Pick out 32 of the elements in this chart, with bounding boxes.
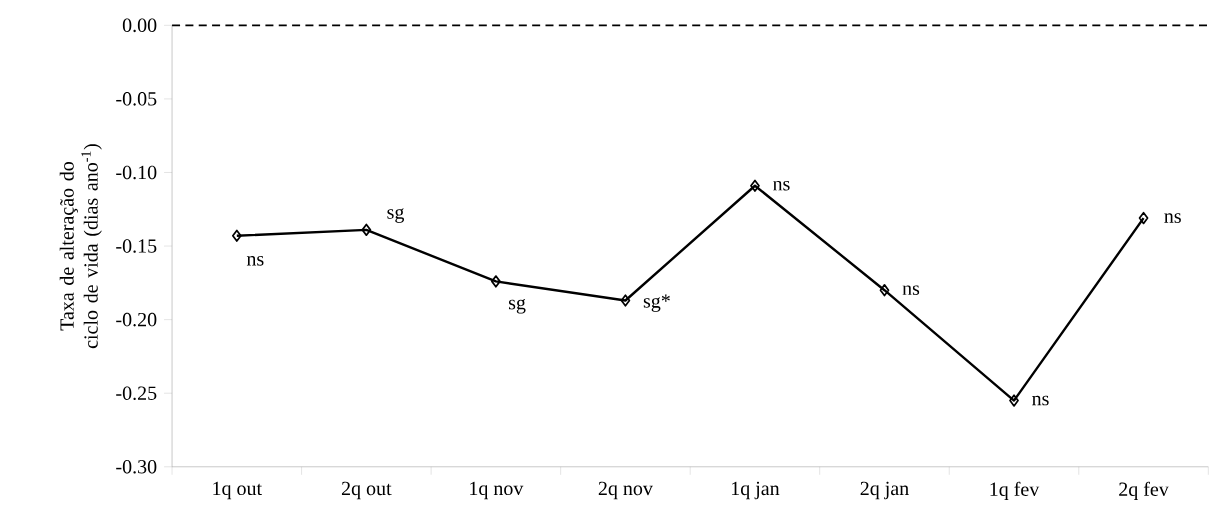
annotation: ns — [773, 181, 790, 191]
annotation: sg — [508, 299, 526, 314]
x-tick-label: 2q nov — [598, 481, 653, 500]
y-axis-title: Taxa de alteração do ciclo de vida (dias ano$^{-1}$) — [59, 144, 102, 349]
point — [491, 275, 501, 288]
point — [750, 179, 760, 193]
annotation: ns — [902, 285, 920, 296]
annotation: sg — [387, 208, 405, 224]
x-tick-label: 2q fev — [1119, 481, 1169, 501]
y-tick-label: -0.05 — [116, 92, 157, 106]
point — [620, 294, 631, 307]
point — [879, 284, 890, 297]
point — [231, 229, 242, 243]
y-tick-label: -0.30 — [116, 460, 157, 474]
y-tick-label: -0.25 — [116, 386, 157, 401]
annotation: ns — [1164, 213, 1181, 223]
point — [361, 223, 372, 237]
x-tick-label: 2q jan — [860, 481, 909, 500]
y-tick-label: 0.00 — [122, 18, 157, 33]
x-tick-label: 1q jan — [731, 481, 780, 500]
point — [1138, 211, 1149, 225]
x-tick-label: 1q out — [213, 481, 262, 500]
x-tick-label: 2q out — [341, 481, 392, 500]
point — [1009, 394, 1019, 407]
annotation: sg* — [643, 294, 670, 312]
annotation: ns — [246, 256, 264, 266]
x-tick-label: 1q nov — [470, 481, 524, 500]
y-tick-label: -0.15 — [116, 239, 157, 253]
annotation: ns — [1032, 395, 1049, 406]
x-tick-label: 1q fev — [990, 481, 1040, 501]
y-tick-label: -0.20 — [116, 312, 157, 327]
y-tick-label: -0.10 — [116, 165, 157, 180]
